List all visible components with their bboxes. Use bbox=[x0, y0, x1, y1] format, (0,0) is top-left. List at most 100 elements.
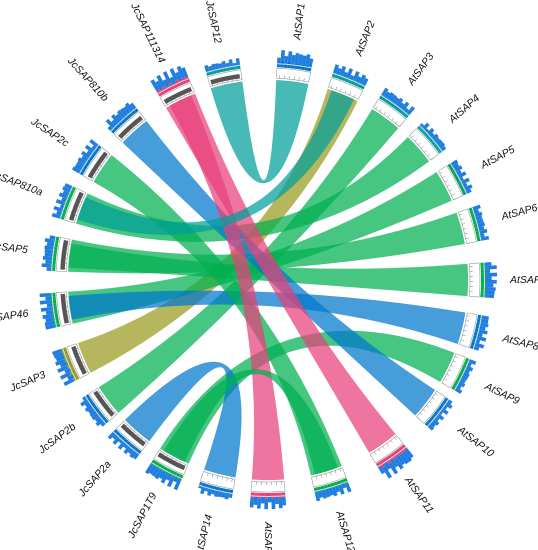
segment-band bbox=[276, 67, 311, 83]
segment-bar-outer bbox=[55, 199, 65, 206]
segment-bar-inner bbox=[64, 356, 71, 363]
segment-bar-outer bbox=[454, 165, 463, 173]
segment-outline bbox=[483, 262, 485, 298]
segment-JcSAP1T9 bbox=[145, 449, 189, 491]
segment-tick bbox=[78, 357, 82, 360]
segment-bar-outer bbox=[176, 65, 185, 79]
segment-bar-outer bbox=[91, 413, 100, 421]
segment-bar-inner bbox=[115, 123, 121, 129]
segment-tick bbox=[183, 464, 186, 468]
segment-tick bbox=[231, 478, 233, 482]
segment-AtSAP5 bbox=[437, 159, 473, 201]
segment-label-JcSAP810b: JcSAP810b bbox=[64, 54, 110, 104]
segment-label-JcSAP5: JcSAP5 bbox=[0, 240, 29, 257]
segment-bar-outer bbox=[338, 485, 345, 495]
segment-bar-outer bbox=[40, 306, 52, 312]
segment-bar-outer bbox=[342, 71, 348, 79]
segment-tick bbox=[353, 94, 356, 98]
segment-tick bbox=[101, 159, 105, 163]
segment-bar-inner bbox=[121, 436, 126, 441]
segment-bar-outer bbox=[49, 235, 57, 240]
segment-bar-outer bbox=[74, 163, 83, 171]
segment-tick bbox=[216, 475, 219, 479]
segment-bar-outer bbox=[328, 487, 334, 496]
segment-bar-outer bbox=[437, 142, 446, 149]
segment-band bbox=[469, 262, 481, 298]
segment-bar-outer bbox=[81, 155, 89, 162]
segment-tick bbox=[378, 448, 381, 452]
segment-tick bbox=[132, 431, 135, 434]
segment-tick bbox=[339, 468, 342, 472]
segment-bar-inner bbox=[261, 492, 265, 497]
segment-bar-inner bbox=[424, 421, 430, 427]
segment-tick bbox=[462, 334, 466, 337]
segment-bar-outer bbox=[232, 62, 237, 68]
segment-bar-inner bbox=[460, 367, 466, 372]
segment-tick bbox=[430, 158, 434, 161]
segment-bar-inner bbox=[250, 492, 255, 498]
segment-bar-outer bbox=[204, 64, 210, 73]
segment-bar-outer bbox=[56, 210, 63, 216]
segment-tick bbox=[73, 214, 77, 216]
segment-tick bbox=[429, 401, 432, 404]
segment-bar-inner bbox=[257, 492, 262, 499]
segment-bar-outer bbox=[426, 127, 435, 136]
segment-bar-outer bbox=[211, 63, 217, 71]
chord-link-3 bbox=[75, 136, 430, 242]
segment-tick bbox=[451, 193, 455, 196]
segment-outline bbox=[472, 315, 483, 350]
segment-bar-outer bbox=[274, 496, 279, 505]
segment-bar-outer bbox=[321, 489, 328, 499]
segment-bar-outer bbox=[472, 345, 480, 351]
chord-link-2 bbox=[98, 108, 399, 414]
segment-bar-outer bbox=[76, 160, 85, 168]
segment-outline bbox=[250, 495, 286, 497]
segment-bar-inner bbox=[49, 292, 56, 297]
segment-tick bbox=[446, 184, 450, 187]
segment-tick bbox=[303, 78, 305, 82]
segment-bar-outer bbox=[301, 55, 307, 66]
segment-bar-inner bbox=[52, 267, 56, 272]
segment-bar-inner bbox=[111, 129, 116, 134]
segment-bar-inner bbox=[51, 260, 56, 265]
segment-bar-outer bbox=[476, 218, 484, 224]
segment-bar-inner bbox=[271, 492, 276, 499]
segment-tick bbox=[463, 329, 467, 332]
segment-bar-outer bbox=[217, 490, 223, 498]
segment-AtSAP14 bbox=[198, 471, 236, 500]
segment-bar-outer bbox=[383, 461, 391, 470]
segment-bar-outer bbox=[308, 58, 314, 68]
segment-bar-outer bbox=[444, 402, 453, 410]
segment-tick bbox=[416, 416, 420, 419]
segment-tick bbox=[387, 114, 390, 118]
segment-bar-outer bbox=[355, 76, 362, 84]
segment-band bbox=[250, 481, 286, 493]
segment-bar-inner bbox=[99, 413, 105, 419]
segment-bar-outer bbox=[112, 436, 121, 445]
segment-tick bbox=[330, 472, 332, 476]
segment-AtSAP9 bbox=[441, 353, 477, 394]
segment-bar-outer bbox=[149, 465, 157, 475]
segment-bar-outer bbox=[132, 452, 140, 460]
segment-bar-outer bbox=[432, 418, 440, 426]
segment-bar-outer bbox=[399, 453, 409, 465]
segment-bar-inner bbox=[52, 302, 57, 307]
segment-tick bbox=[67, 321, 71, 323]
segment-bar-outer bbox=[206, 488, 213, 496]
segment-tick bbox=[465, 237, 469, 239]
segment-tick-band bbox=[87, 151, 108, 179]
segment-tick bbox=[464, 325, 468, 327]
segment-bar-inner bbox=[131, 445, 137, 450]
segment-JcSAP810a bbox=[51, 183, 87, 224]
segment-bar-inner bbox=[395, 107, 401, 112]
segment-bar-outer bbox=[44, 320, 55, 327]
segment-bar-outer bbox=[298, 54, 304, 65]
chord-link-5 bbox=[67, 212, 466, 274]
segment-bar-outer bbox=[107, 431, 116, 440]
segment-bar-outer bbox=[200, 486, 206, 495]
segment-bar-outer bbox=[84, 144, 94, 153]
segment-outline bbox=[419, 124, 443, 152]
segment-bar-inner bbox=[55, 236, 60, 241]
segment-bar-inner bbox=[456, 178, 460, 184]
segment-bar-outer bbox=[381, 87, 389, 97]
